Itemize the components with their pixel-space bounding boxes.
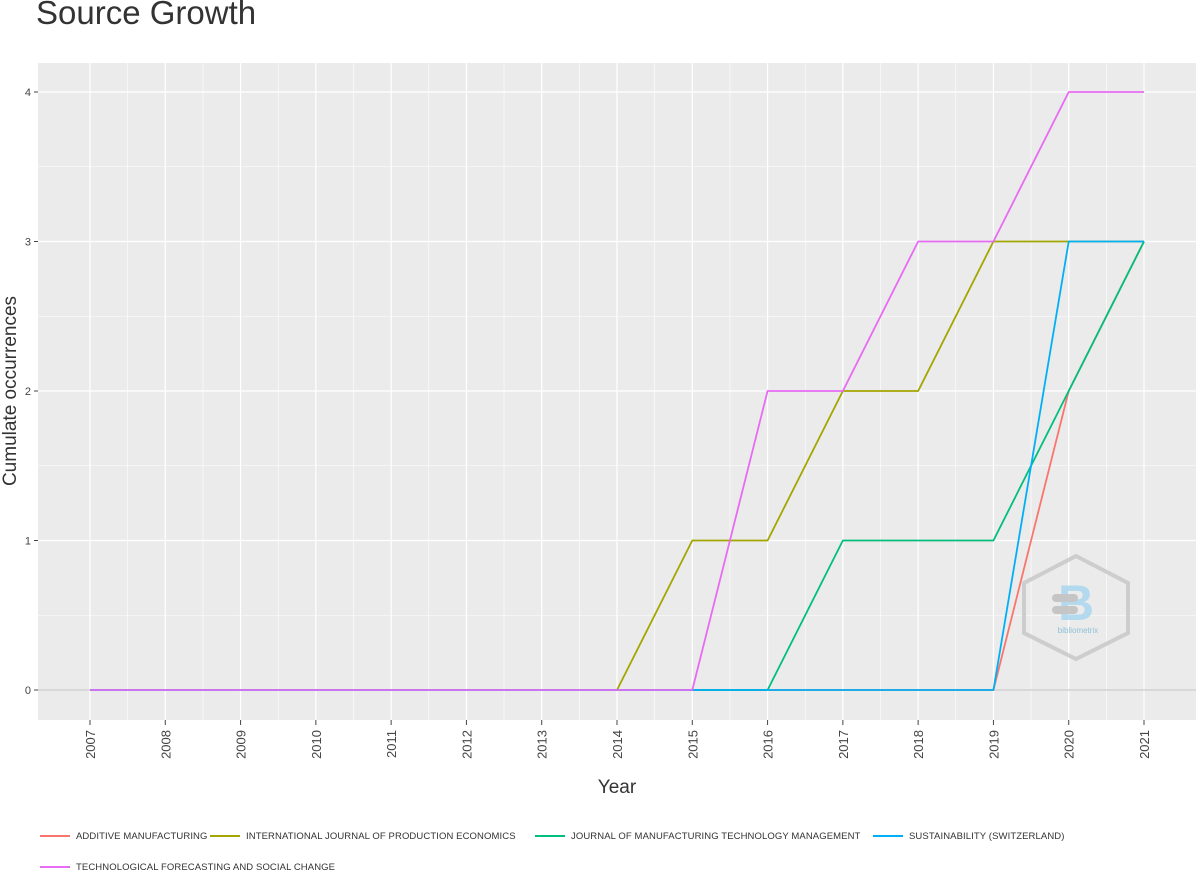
legend-label: SUSTAINABILITY (SWITZERLAND) [909,830,1065,842]
x-tick-label: 2020 [1062,730,1077,759]
legend-label: ADDITIVE MANUFACTURING [76,830,208,842]
y-tick-label: 0 [25,685,31,697]
watermark-text: bibliometrix [1058,626,1098,635]
y-tick-label: 2 [25,386,31,398]
x-tick-label: 2017 [836,730,851,759]
x-tick-label: 2019 [986,730,1001,759]
series-line-5 [90,91,1144,691]
x-tick-label: 2016 [761,730,776,759]
legend-swatch [535,835,565,837]
legend-swatch [210,835,240,837]
legend-item[interactable]: SUSTAINABILITY (SWITZERLAND) [873,826,1065,846]
y-axis-title: Cumulate occurrences [0,296,21,486]
x-tick-label: 2015 [685,730,700,759]
x-tick-label: 2009 [234,730,249,759]
legend-swatch [40,835,70,837]
y-tick-label: 4 [25,87,31,99]
gridlines [38,63,1196,720]
legend-item[interactable]: ADDITIVE MANUFACTURING [40,826,208,846]
watermark-glyph: B [1058,575,1094,631]
x-tick-label: 2007 [83,730,98,759]
y-tick-label: 1 [25,536,31,548]
legend-swatch [40,866,70,868]
legend-item[interactable]: INTERNATIONAL JOURNAL OF PRODUCTION ECON… [210,826,516,846]
x-tick-label: 2011 [384,730,399,758]
legend-label: TECHNOLOGICAL FORECASTING AND SOCIAL CHA… [76,861,336,873]
x-tick-label: 2010 [309,730,324,759]
x-tick-label: 2021 [1137,730,1152,759]
legend-item[interactable]: TECHNOLOGICAL FORECASTING AND SOCIAL CHA… [40,857,335,877]
x-tick-label: 2013 [535,730,550,759]
x-axis-title: Year [598,777,637,798]
y-tick-label: 3 [25,237,31,249]
x-tick-label: 2014 [610,730,625,759]
legend-label: INTERNATIONAL JOURNAL OF PRODUCTION ECON… [246,830,516,842]
x-tick-label: 2008 [158,730,173,759]
legend-label: JOURNAL OF MANUFACTURING TECHNOLOGY MANA… [571,830,861,842]
watermark-hexagon [1022,553,1130,662]
legend-item[interactable]: JOURNAL OF MANUFACTURING TECHNOLOGY MANA… [535,826,860,846]
watermark-bar [1052,606,1078,614]
x-tick-label: 2012 [459,730,474,759]
x-tick-label: 2018 [911,730,926,759]
chart-title: Source Growth [36,0,257,31]
legend-swatch [873,835,903,837]
watermark-bar [1052,594,1078,602]
